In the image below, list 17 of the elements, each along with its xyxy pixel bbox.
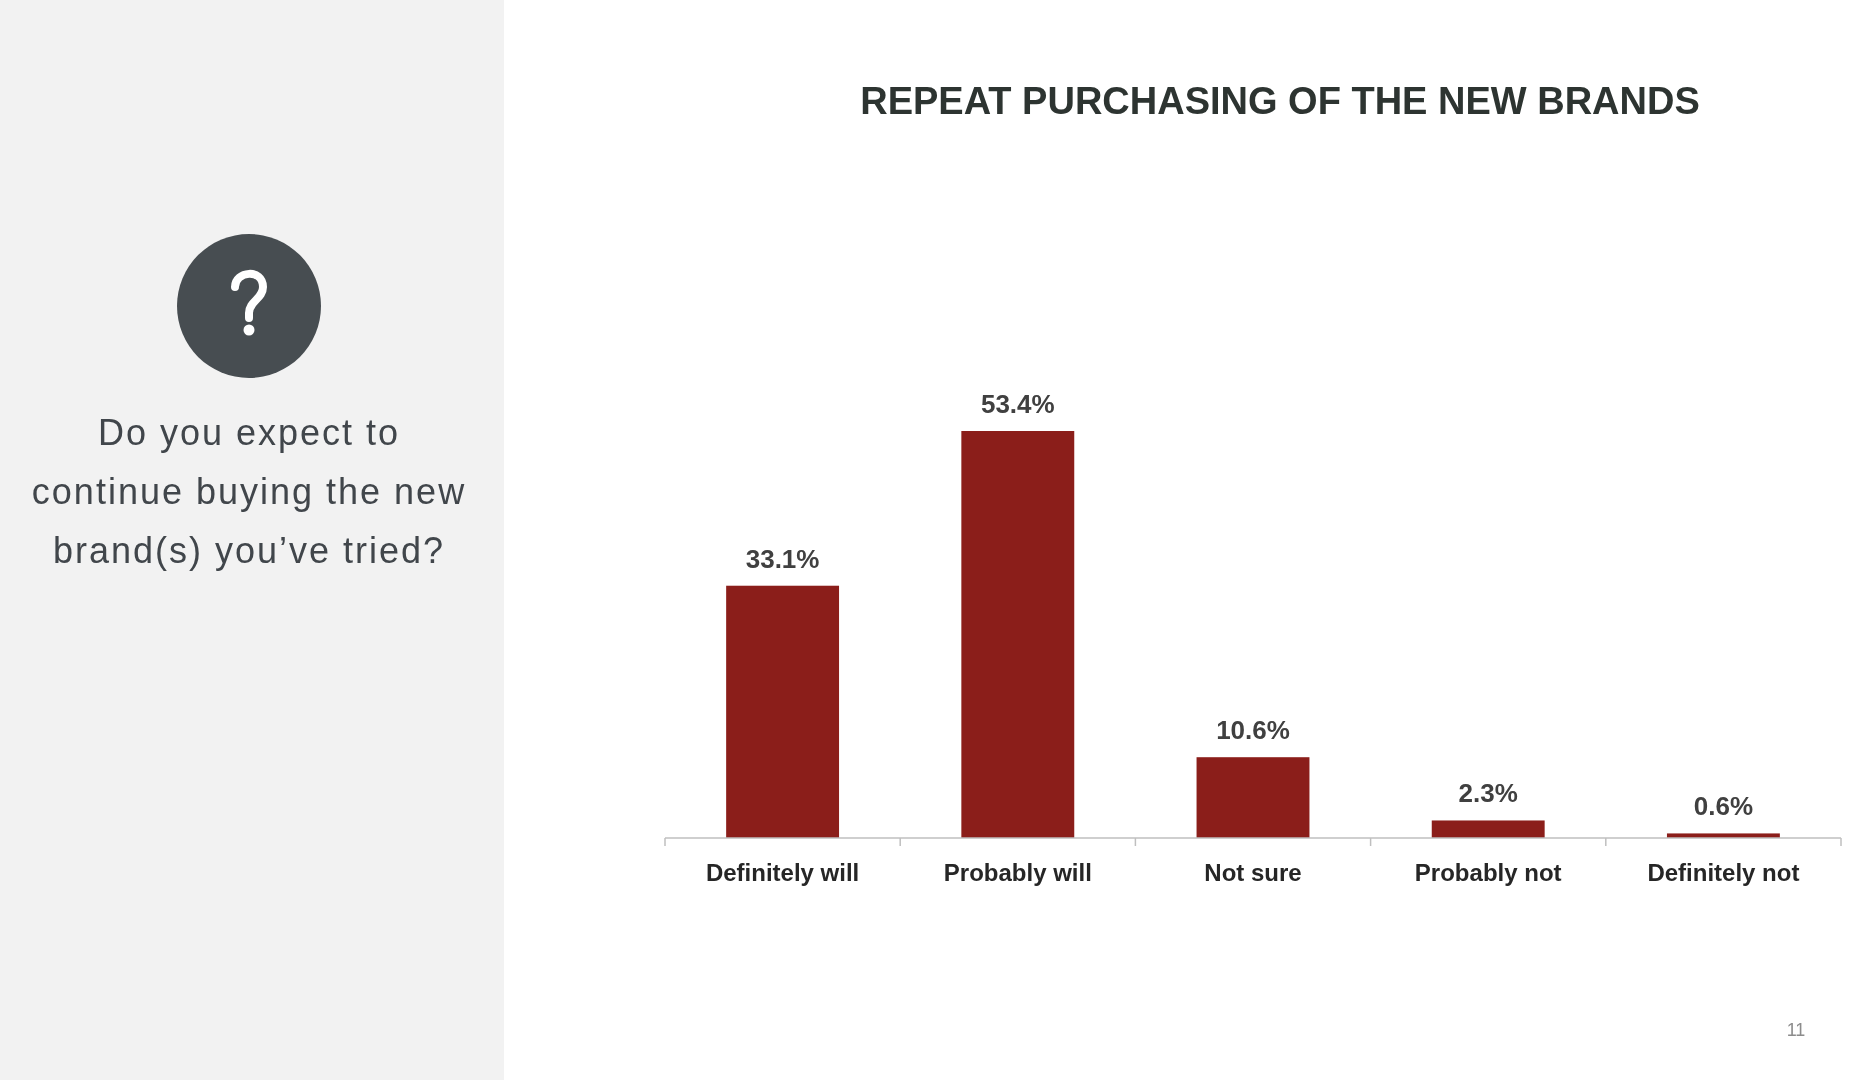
- bar: [726, 585, 840, 838]
- text: 11: [1786, 1020, 1806, 1040]
- bar: [1196, 757, 1310, 838]
- data-label: 10.6%: [1216, 715, 1290, 746]
- x-tick-label: Definitely not: [1647, 859, 1800, 886]
- x-tick-label: Definitely will: [705, 859, 860, 886]
- x-tick-label: Not sure: [1204, 859, 1302, 886]
- bar: [961, 431, 1075, 838]
- data-label: 0.6%: [1693, 791, 1754, 822]
- data-label: 33.1%: [745, 543, 820, 574]
- data-label: 2.3%: [1458, 778, 1518, 809]
- bar: [1431, 820, 1545, 838]
- chart-title: REPEAT PURCHASING OF THE NEW BRANDS: [860, 80, 1700, 122]
- x-tick-label: Probably will: [943, 859, 1092, 886]
- text: Do you expect to continue buying the new brand(s) you’ve tried?: [31, 412, 467, 571]
- x-tick-label: Probably not: [1414, 859, 1562, 886]
- data-label: 53.4%: [980, 389, 1055, 419]
